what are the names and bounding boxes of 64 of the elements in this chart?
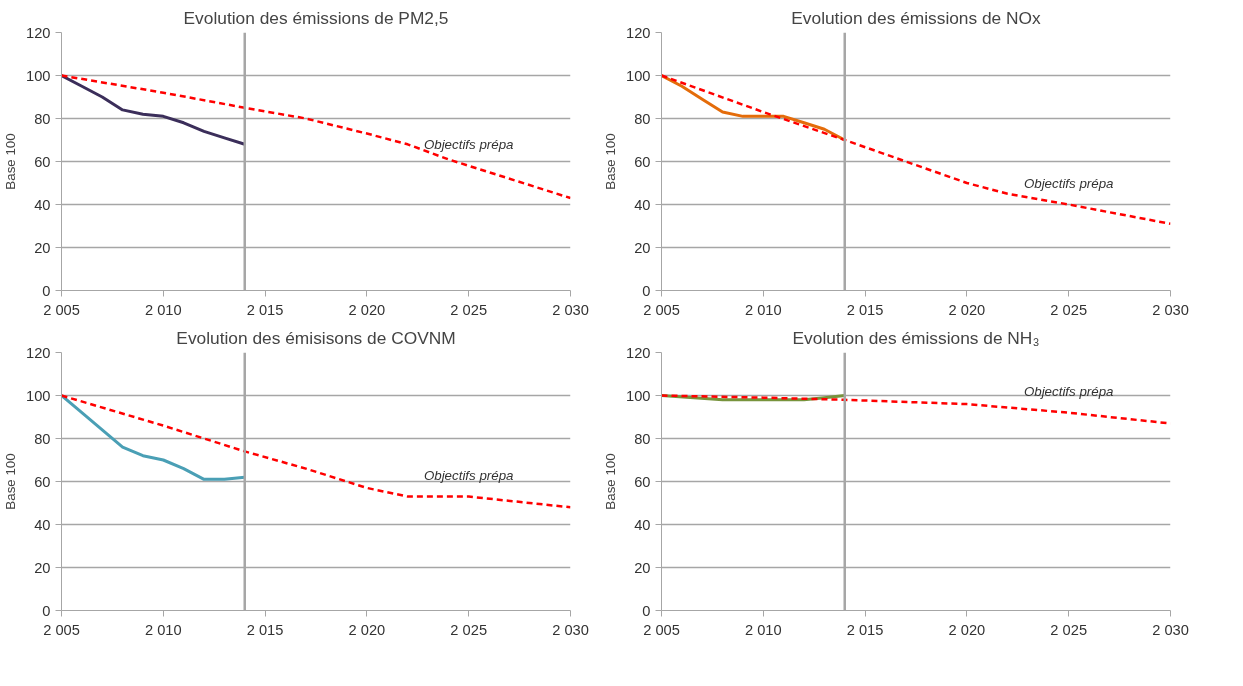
chart-title: Evolution des émissions de PM2,5 (183, 7, 449, 28)
y-tick-label: 0 (642, 602, 651, 619)
x-tick-label: 2 020 (348, 621, 386, 638)
x-tick-label: 2 025 (1050, 301, 1088, 318)
x-tick-label: 2 030 (552, 301, 589, 318)
series-label: Objectifs prépa (1023, 383, 1114, 399)
x-tick-label: 2 005 (643, 301, 680, 318)
x-tick-label: 2 030 (1152, 621, 1189, 638)
y-tick-label: 20 (634, 559, 651, 576)
y-tick-label: 20 (34, 559, 51, 576)
y-tick-label: 40 (34, 516, 51, 533)
y-tick-label: 100 (26, 67, 51, 84)
chart-title: Evolution des émisisons de COVNM (176, 327, 456, 348)
x-tick-label: 2 015 (246, 621, 284, 638)
y-tick-label: 100 (26, 387, 51, 404)
y-axis-title: Base 100 (603, 133, 619, 190)
x-tick-label: 2 015 (246, 301, 284, 318)
x-tick-label: 2 010 (144, 621, 182, 638)
series-label: Objectifs prépa (1023, 175, 1114, 191)
y-tick-label: 120 (26, 344, 51, 361)
chart-title: Evolution des émissions de NOx (791, 7, 1042, 28)
series-label: Objectifs prépa (423, 136, 514, 152)
y-tick-label: 80 (34, 430, 51, 447)
x-tick-label: 2 020 (948, 301, 986, 318)
x-tick-label: 2 020 (948, 621, 986, 638)
x-tick-label: 2 025 (450, 621, 488, 638)
y-tick-label: 0 (42, 602, 51, 619)
y-tick-label: 20 (34, 239, 51, 256)
x-tick-label: 2 010 (744, 621, 782, 638)
y-tick-label: 20 (634, 239, 651, 256)
y-tick-label: 0 (642, 282, 651, 299)
y-tick-label: 80 (34, 110, 51, 127)
y-tick-label: 120 (626, 24, 651, 41)
x-tick-label: 2 025 (450, 301, 488, 318)
y-axis-title: Base 100 (3, 133, 19, 190)
y-tick-label: 80 (634, 110, 651, 127)
x-tick-label: 2 005 (643, 621, 680, 638)
y-tick-label: 120 (26, 24, 51, 41)
chart-title: Evolution des émissions de NH₃ (792, 327, 1040, 348)
y-tick-label: 60 (34, 153, 51, 170)
y-tick-label: 120 (626, 344, 651, 361)
y-tick-label: 100 (626, 67, 651, 84)
x-tick-label: 2 020 (348, 301, 386, 318)
x-tick-label: 2 010 (744, 301, 782, 318)
y-tick-label: 0 (42, 282, 51, 299)
y-axis-title: Base 100 (3, 453, 19, 510)
y-tick-label: 60 (34, 473, 51, 490)
x-tick-label: 2 030 (552, 621, 589, 638)
x-tick-label: 2 025 (1050, 621, 1088, 638)
x-tick-label: 2 015 (846, 621, 884, 638)
series-label: Objectifs prépa (423, 467, 514, 483)
y-tick-label: 60 (634, 153, 651, 170)
y-tick-label: 100 (626, 387, 651, 404)
x-tick-label: 2 005 (43, 621, 80, 638)
y-tick-label: 80 (634, 430, 651, 447)
x-tick-label: 2 010 (144, 301, 182, 318)
x-tick-label: 2 030 (1152, 301, 1189, 318)
y-tick-label: 40 (634, 196, 651, 213)
y-tick-label: 40 (634, 516, 651, 533)
x-tick-label: 2 015 (846, 301, 884, 318)
x-tick-label: 2 005 (43, 301, 80, 318)
y-tick-label: 60 (634, 473, 651, 490)
y-axis-title: Base 100 (603, 453, 619, 510)
y-tick-label: 40 (34, 196, 51, 213)
